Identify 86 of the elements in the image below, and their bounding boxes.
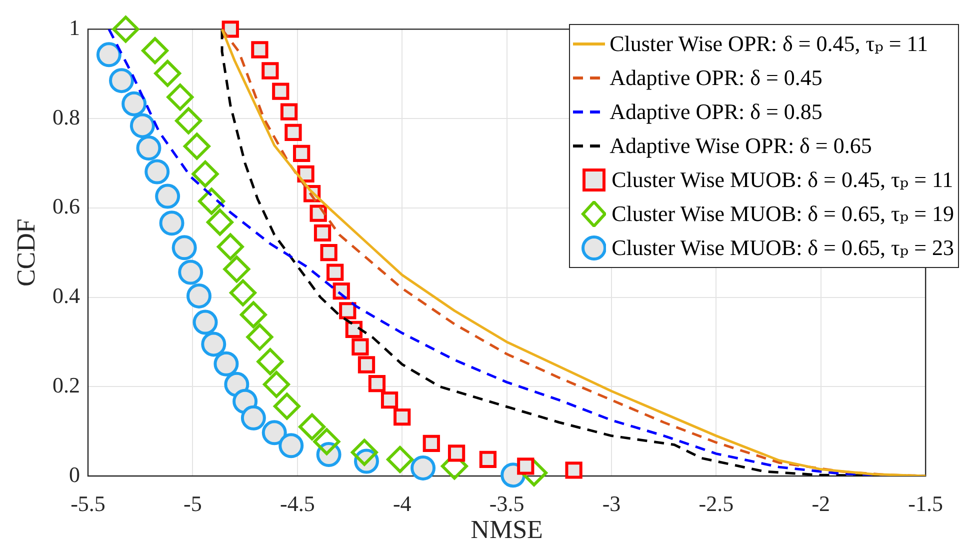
point [216,233,244,260]
point [96,42,122,68]
y-tick-label: 0.6 [52,194,80,219]
point [240,301,267,328]
point [479,450,497,468]
point [166,84,194,111]
x-tick-label: -2 [812,490,830,516]
point [214,351,239,376]
legend-label: Cluster Wise MUOB: δ = 0.65, τₚ = 23 [612,234,954,262]
point [350,438,378,466]
y-tick-label: 0.8 [52,104,80,130]
point [192,160,219,188]
point [422,434,440,452]
y-tick-label: 0 [69,462,80,487]
point [278,433,304,458]
point [448,444,466,462]
y-tick-label: 0.2 [52,372,80,398]
point [368,374,386,392]
point [142,37,169,64]
point [314,224,332,242]
point [154,60,182,87]
point [262,370,290,398]
point [410,455,436,480]
point [229,279,256,306]
x-tick-label: -2.5 [698,490,734,516]
point [155,184,180,209]
x-axis-title: NMSE [470,515,543,544]
y-tick-label: 1 [69,14,80,40]
point [352,338,369,356]
point [172,235,197,260]
x-tick-label: -3.5 [489,490,524,516]
point [280,103,298,120]
x-tick-label: -4.5 [280,490,315,516]
point [201,332,226,357]
point [112,16,140,43]
legend-label: Cluster Wise MUOB: δ = 0.45, τₚ = 11 [612,166,954,194]
x-tick-label: -4 [392,490,412,516]
point [297,165,314,183]
legend-label: Adaptive OPR: δ = 0.85 [610,98,822,126]
point [159,210,184,236]
x-tick-label: -5.5 [70,490,106,516]
point [144,159,170,184]
point [520,459,548,486]
legend-label: Cluster Wise OPR: δ = 0.45, τₚ = 11 [610,30,928,58]
point [284,124,302,141]
point [136,136,162,161]
point [109,68,134,94]
point [246,324,274,351]
y-tick-label: 0.4 [52,283,80,308]
y-axis-title: CCDF [11,218,40,287]
legend-label: Cluster Wise MUOB: δ = 0.65, τₚ = 19 [612,200,954,228]
point [186,283,212,308]
point [256,348,284,376]
point [320,244,338,262]
x-tick-label: -3 [602,490,621,516]
point [198,188,226,215]
point [298,413,326,440]
point [175,107,202,134]
point [517,458,534,475]
legend-label: Adaptive OPR: δ = 0.45 [610,64,822,92]
point [178,260,204,285]
point [394,408,411,426]
point [206,208,234,236]
x-tick-label: -5 [184,490,202,516]
point [272,82,290,100]
point [240,405,266,430]
point [358,356,376,374]
point [273,392,300,420]
point [251,41,268,58]
point [262,420,287,446]
point [565,462,582,479]
point [122,91,147,116]
point [262,62,279,80]
point [130,113,155,138]
point [293,144,310,162]
point [223,256,250,283]
point [313,428,340,456]
point [339,302,356,320]
legend-label: Adaptive Wise OPR: δ = 0.65 [610,132,872,160]
x-tick-label: -1.5 [908,490,943,516]
point [345,320,363,338]
point [183,132,210,160]
point [192,310,218,335]
point [326,264,344,281]
point [380,391,398,409]
point [386,446,414,473]
